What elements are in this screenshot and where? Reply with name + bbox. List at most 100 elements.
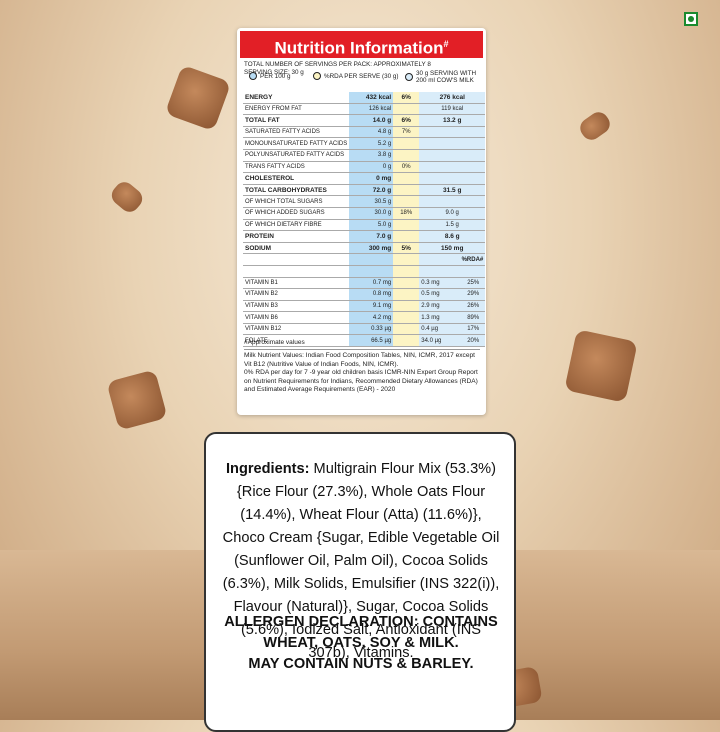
cell	[393, 334, 420, 348]
vitamin-row: VITAMIN B6 4.2 mg 1.3 mg 89%	[243, 311, 486, 324]
table-row: OF WHICH ADDED SUGARS 30.0 g 18% 9.0 g	[243, 207, 486, 220]
cell: 1.5 g	[419, 219, 486, 232]
note: Milk Nutrient Values: Indian Food Compos…	[244, 352, 476, 368]
rda-value: 25%	[467, 279, 480, 286]
table-row: SATURATED FATTY ACIDS 4.8 g 7%	[243, 126, 486, 139]
cell: 432 kcal	[349, 92, 394, 104]
table-row: ENERGY 432 kcal 6% 276 kcal	[243, 92, 486, 104]
cell	[393, 288, 420, 301]
cell: 30.5 g	[349, 195, 394, 208]
cell	[349, 253, 394, 266]
cell	[243, 253, 350, 266]
ingredients-box: Ingredients: Multigrain Flour Mix (53.3%…	[204, 432, 516, 732]
milk-value: 0.3 mg	[421, 279, 440, 286]
vitamin-row: FOLATE 66.5 µg 34.0 µg 20%	[243, 334, 486, 348]
cell: CHOLESTEROL	[243, 172, 350, 185]
rda-value: 17%	[467, 326, 480, 333]
cereal-piece	[564, 329, 638, 403]
cell	[419, 172, 486, 185]
cell: 0.7 mg	[349, 277, 394, 290]
cell: OF WHICH ADDED SUGARS	[243, 207, 350, 220]
cell: 0.3 mg 25%	[419, 277, 486, 290]
cell: 0.8 mg	[349, 288, 394, 301]
spacer-row	[243, 265, 486, 278]
cell: SATURATED FATTY ACIDS	[243, 126, 350, 139]
cell: %RDA#	[419, 253, 486, 266]
cell	[393, 103, 420, 116]
ingredients-text: Multigrain Flour Mix (53.3%) {Rice Flour…	[222, 461, 500, 661]
table-row: PROTEIN 7.0 g 8.6 g	[243, 230, 486, 243]
cell: 9.0 g	[419, 207, 486, 220]
table-row: TRANS FATTY ACIDS 0 g 0%	[243, 161, 486, 174]
cell: 3.8 g	[349, 149, 394, 162]
table-row: SODIUM 300 mg 5% 150 mg	[243, 242, 486, 255]
serving-size: SERVING SIZE: 30 g	[244, 68, 304, 76]
cell: 4.8 g	[349, 126, 394, 139]
legend-label: 30 g SERVING WITH 200 ml COW'S MILK	[416, 70, 477, 84]
cell: 0.5 mg 29%	[419, 288, 486, 301]
cell	[393, 184, 420, 197]
table-row: POLYUNSATURATED FATTY ACIDS 3.8 g	[243, 149, 486, 162]
title-mark: #	[443, 39, 449, 49]
cell: 30.0 g	[349, 207, 394, 220]
cereal-piece	[106, 369, 168, 431]
legend-label: PER 100 g	[260, 72, 291, 80]
cell: TRANS FATTY ACIDS	[243, 161, 350, 174]
cell: 0.4 µg 17%	[419, 323, 486, 336]
cell	[243, 265, 350, 278]
cell	[419, 137, 486, 150]
cell: 66.5 µg	[349, 334, 394, 348]
milk-value: 0.5 mg	[421, 291, 440, 298]
cell	[419, 149, 486, 162]
legend-item: 30 g SERVING WITH 200 ml COW'S MILK	[405, 70, 483, 84]
rda-value: 89%	[467, 314, 480, 321]
milk-value: 34.0 µg	[421, 337, 442, 344]
cell	[393, 195, 420, 208]
cell: VITAMIN B6	[243, 311, 350, 324]
cell	[393, 137, 420, 150]
cell: VITAMIN B1	[243, 277, 350, 290]
cell: POLYUNSATURATED FATTY ACIDS	[243, 149, 350, 162]
cereal-piece	[576, 108, 614, 144]
cell: 5.0 g	[349, 219, 394, 232]
cell: 9.1 mg	[349, 300, 394, 313]
cell: 34.0 µg 20%	[419, 334, 486, 348]
cell: FOLATE	[243, 334, 350, 348]
cell: 6%	[393, 92, 420, 104]
cell: 5.2 g	[349, 137, 394, 150]
footnote: #Approximate values	[244, 339, 305, 346]
cell: 7.0 g	[349, 230, 394, 243]
cell: SODIUM	[243, 242, 350, 255]
cell	[393, 253, 420, 266]
cell: VITAMIN B12	[243, 323, 350, 336]
vitamin-header-row: %RDA#	[243, 253, 486, 266]
cell: 18%	[393, 207, 420, 220]
cereal-piece	[164, 64, 232, 132]
table-row: OF WHICH TOTAL SUGARS 30.5 g	[243, 195, 486, 208]
legend-item: PER 100 g	[249, 72, 290, 80]
nutrition-table: ENERGY 432 kcal 6% 276 kcal ENERGY FROM FAT 1…	[243, 92, 486, 348]
table-row: ENERGY FROM FAT 126 kcal 119 kcal	[243, 103, 486, 116]
table-row: CHOLESTEROL 0 mg	[243, 172, 486, 185]
vitamin-row: VITAMIN B2 0.8 mg 0.5 mg 29%	[243, 288, 486, 301]
allergen-line: ALLERGEN DECLARATION: CONTAINS	[224, 614, 498, 630]
milk-value: 2.9 mg	[421, 302, 440, 309]
cell: 4.2 mg	[349, 311, 394, 324]
note: 0% RDA per day for 7 -9 year old childre…	[244, 369, 478, 394]
allergen-line: MAY CONTAIN NUTS & BARLEY.	[248, 656, 474, 672]
cell	[393, 311, 420, 324]
cell	[393, 172, 420, 185]
vitamin-row: VITAMIN B12 0.33 µg 0.4 µg 17%	[243, 323, 486, 336]
cell: 300 mg	[349, 242, 394, 255]
cell: 72.0 g	[349, 184, 394, 197]
cell: 126 kcal	[349, 103, 394, 116]
table-row: TOTAL CARBOHYDRATES 72.0 g 31.5 g	[243, 184, 486, 197]
rda-value: 26%	[467, 302, 480, 309]
cell: VITAMIN B2	[243, 288, 350, 301]
nutrition-header: Nutrition Information#	[240, 31, 483, 58]
table-row: MONOUNSATURATED FATTY ACIDS 5.2 g	[243, 137, 486, 150]
cell: 14.0 g	[349, 114, 394, 127]
cell	[419, 161, 486, 174]
cell: 8.6 g	[419, 230, 486, 243]
milk-value: 0.4 µg	[421, 326, 439, 333]
